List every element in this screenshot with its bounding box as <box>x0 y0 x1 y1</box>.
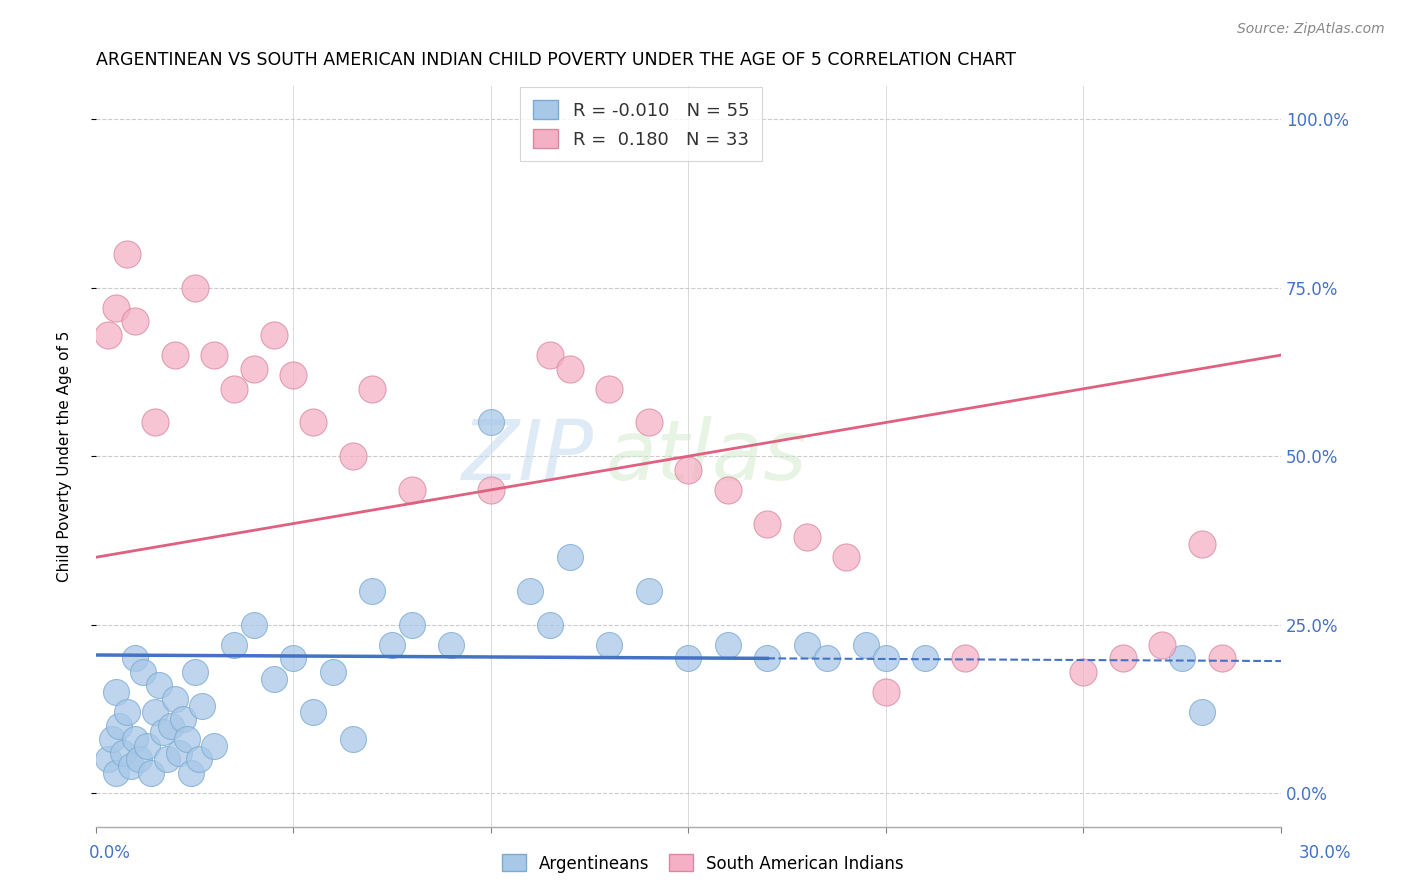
Point <box>104 301 127 315</box>
Point <box>117 247 139 261</box>
Point <box>183 281 205 295</box>
Point <box>322 665 344 679</box>
Y-axis label: Child Poverty Under the Age of 5: Child Poverty Under the Age of 5 <box>58 331 72 582</box>
Point <box>283 368 305 383</box>
Point <box>519 584 541 599</box>
Point <box>479 416 502 430</box>
Text: ZIP: ZIP <box>461 416 593 497</box>
Point <box>953 651 976 665</box>
Point <box>263 672 285 686</box>
Point <box>100 732 122 747</box>
Point <box>342 732 364 747</box>
Point <box>124 732 146 747</box>
Point <box>124 651 146 665</box>
Point <box>638 584 661 599</box>
Point <box>558 550 581 565</box>
Point <box>136 739 159 753</box>
Point <box>148 678 170 692</box>
Point <box>283 651 305 665</box>
Point <box>678 463 700 477</box>
Point <box>180 766 202 780</box>
Point <box>678 651 700 665</box>
Point <box>1191 537 1213 551</box>
Point <box>835 550 858 565</box>
Point <box>163 348 186 362</box>
Point <box>163 691 186 706</box>
Point <box>1211 651 1233 665</box>
Point <box>1152 638 1174 652</box>
Point <box>815 651 838 665</box>
Point <box>112 746 135 760</box>
Point <box>97 752 120 766</box>
Point <box>108 719 131 733</box>
Point <box>1171 651 1194 665</box>
Point <box>104 685 127 699</box>
Point <box>538 617 561 632</box>
Point <box>222 638 245 652</box>
Point <box>156 752 179 766</box>
Point <box>104 766 127 780</box>
Point <box>401 483 423 497</box>
Point <box>143 416 166 430</box>
Point <box>152 725 174 739</box>
Point <box>440 638 463 652</box>
Point <box>401 617 423 632</box>
Point <box>132 665 155 679</box>
Point <box>183 665 205 679</box>
Point <box>202 739 225 753</box>
Legend: R = -0.010   N = 55, R =  0.180   N = 33: R = -0.010 N = 55, R = 0.180 N = 33 <box>520 87 762 161</box>
Point <box>176 732 198 747</box>
Point <box>191 698 214 713</box>
Point <box>638 416 661 430</box>
Point <box>222 382 245 396</box>
Point <box>143 706 166 720</box>
Point <box>302 706 325 720</box>
Point <box>875 651 897 665</box>
Text: 0.0%: 0.0% <box>89 844 131 862</box>
Point <box>361 382 384 396</box>
Text: Source: ZipAtlas.com: Source: ZipAtlas.com <box>1237 22 1385 37</box>
Point <box>160 719 183 733</box>
Point <box>756 516 779 531</box>
Point <box>172 712 194 726</box>
Point <box>139 766 162 780</box>
Point <box>381 638 404 652</box>
Text: 30.0%: 30.0% <box>1298 844 1351 862</box>
Point <box>598 382 620 396</box>
Text: ARGENTINEAN VS SOUTH AMERICAN INDIAN CHILD POVERTY UNDER THE AGE OF 5 CORRELATIO: ARGENTINEAN VS SOUTH AMERICAN INDIAN CHI… <box>96 51 1015 69</box>
Point <box>558 361 581 376</box>
Point <box>855 638 877 652</box>
Point <box>875 685 897 699</box>
Point <box>128 752 150 766</box>
Point <box>243 361 266 376</box>
Point <box>202 348 225 362</box>
Point <box>120 759 142 773</box>
Point <box>302 416 325 430</box>
Point <box>796 530 818 544</box>
Text: atlas: atlas <box>606 416 807 497</box>
Point <box>342 449 364 463</box>
Point <box>167 746 190 760</box>
Point <box>1191 706 1213 720</box>
Point <box>243 617 266 632</box>
Point <box>117 706 139 720</box>
Point <box>914 651 936 665</box>
Point <box>1112 651 1135 665</box>
Point <box>756 651 779 665</box>
Point <box>361 584 384 599</box>
Point <box>187 752 209 766</box>
Point <box>796 638 818 652</box>
Point <box>479 483 502 497</box>
Point <box>263 327 285 342</box>
Point <box>717 483 740 497</box>
Legend: Argentineans, South American Indians: Argentineans, South American Indians <box>495 847 911 880</box>
Point <box>717 638 740 652</box>
Point <box>1073 665 1095 679</box>
Point <box>124 314 146 328</box>
Point <box>598 638 620 652</box>
Point <box>538 348 561 362</box>
Point <box>97 327 120 342</box>
